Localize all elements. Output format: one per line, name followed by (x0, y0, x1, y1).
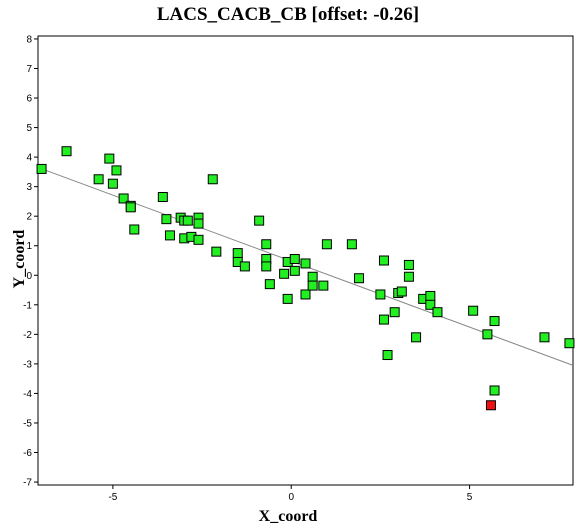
data-point (403, 259, 414, 270)
data-point (489, 385, 500, 396)
data-point (207, 174, 218, 185)
data-point (346, 239, 357, 250)
data-point (307, 280, 318, 291)
y-tick-label: -1 (23, 300, 32, 311)
data-point (564, 338, 575, 349)
data-point (425, 299, 436, 310)
data-point (125, 202, 136, 213)
data-point (279, 268, 290, 279)
data-point (211, 246, 222, 257)
y-tick-label: -4 (23, 389, 32, 400)
data-point (307, 271, 318, 282)
data-point (118, 193, 129, 204)
data-points (36, 146, 575, 411)
y-axis-ticks: -7 -6 -5 -4 -3 -2 -1 0 1 2 3 4 5 6 7 8 (23, 34, 38, 489)
data-point (300, 258, 311, 269)
data-point (261, 261, 272, 272)
y-tick-label: 0 (26, 271, 32, 282)
data-point (289, 254, 300, 265)
y-tick-label: 1 (26, 241, 32, 252)
data-point (182, 215, 193, 226)
data-point (289, 265, 300, 276)
y-tick-label: 2 (26, 212, 32, 223)
plot-frame (37, 35, 574, 486)
data-point (129, 224, 140, 235)
data-point (261, 239, 272, 250)
y-tick-label: 8 (26, 34, 32, 45)
data-point (239, 261, 250, 272)
data-point (36, 163, 47, 174)
data-point (193, 218, 204, 229)
data-point (382, 350, 393, 361)
chart-title: LACS_CACB_CB [offset: -0.26] (156, 4, 420, 25)
data-point (193, 234, 204, 245)
x-axis-label: X_coord (258, 508, 318, 525)
y-tick-label: -3 (23, 359, 32, 370)
y-tick-label: 4 (26, 153, 32, 164)
y-tick-label: -5 (23, 418, 32, 429)
y-tick-label: 6 (26, 94, 32, 105)
data-point (378, 255, 389, 266)
data-point (489, 316, 500, 327)
data-point (107, 178, 118, 189)
data-point (61, 146, 72, 157)
data-point (468, 305, 479, 316)
data-point (282, 293, 293, 304)
data-point (403, 271, 414, 282)
data-point (354, 273, 364, 284)
outlier-point (485, 400, 496, 411)
data-point (425, 290, 436, 301)
y-tick-label: 7 (26, 64, 32, 75)
data-point (157, 191, 168, 202)
data-point (264, 279, 275, 290)
data-point (164, 230, 175, 241)
data-point (482, 329, 493, 340)
data-point (232, 248, 243, 259)
y-tick-label: 5 (26, 123, 32, 134)
y-tick-label: 3 (26, 182, 32, 193)
y-tick-label: -6 (23, 448, 32, 459)
data-point (254, 215, 265, 226)
data-point (161, 214, 172, 225)
x-axis-ticks: -5 0 5 (108, 485, 473, 503)
x-tick-label: 0 (288, 492, 294, 503)
data-point (104, 153, 115, 164)
data-point (321, 239, 332, 250)
y-tick-label: -7 (23, 478, 32, 489)
data-point (93, 174, 104, 185)
data-point (375, 289, 386, 300)
data-point (300, 289, 311, 300)
data-point (411, 332, 422, 343)
data-point (432, 307, 443, 318)
x-tick-label: -5 (108, 492, 117, 503)
data-point (318, 280, 329, 291)
data-point (111, 165, 122, 176)
x-tick-label: 5 (467, 492, 473, 503)
data-point (539, 332, 550, 343)
y-tick-label: -2 (23, 330, 32, 341)
data-point (396, 286, 407, 297)
data-point (389, 307, 400, 318)
data-point (378, 314, 389, 325)
